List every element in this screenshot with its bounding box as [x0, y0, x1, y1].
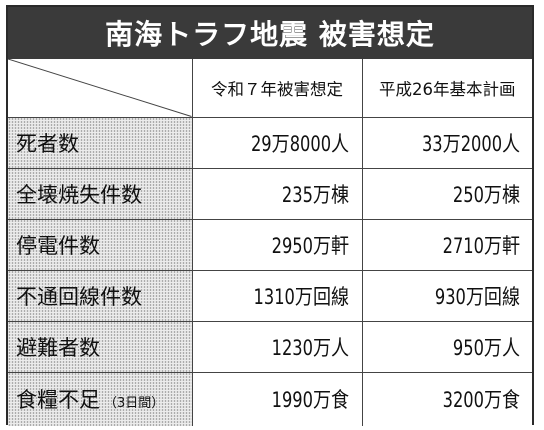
row-label-buildings-destroyed: 全壊焼失件数	[8, 167, 193, 220]
diagonal-divider	[8, 59, 191, 116]
value-new-evacuees: 1230万人	[191, 320, 363, 373]
table-header-row: 令和７年被害想定 平成26年基本計画	[8, 59, 532, 118]
column-header-new-estimate: 令和７年被害想定	[191, 59, 363, 118]
value-old-lines-down: 930万回線	[361, 269, 532, 322]
table-row: 停電件数 2950万軒 2710万軒	[8, 218, 532, 271]
table-row: 不通回線件数 1310万回線 930万回線	[8, 269, 532, 322]
value-new-buildings-destroyed: 235万棟	[191, 167, 363, 220]
row-label-lines-down: 不通回線件数	[8, 269, 193, 322]
value-new-lines-down: 1310万回線	[191, 269, 363, 322]
value-old-evacuees: 950万人	[361, 320, 532, 373]
table-row: 全壊焼失件数 235万棟 250万棟	[8, 167, 532, 220]
value-old-power-outages: 2710万軒	[361, 218, 532, 271]
value-new-power-outages: 2950万軒	[191, 218, 363, 271]
value-old-buildings-destroyed: 250万棟	[361, 167, 532, 220]
damage-comparison-table: 令和７年被害想定 平成26年基本計画 死者数 29万8000人 33万2000人…	[8, 59, 532, 426]
row-label-power-outages: 停電件数	[8, 218, 193, 271]
table-row: 避難者数 1230万人 950万人	[8, 320, 532, 373]
row-label-deaths: 死者数	[8, 116, 193, 169]
value-old-deaths: 33万2000人	[361, 116, 532, 169]
value-new-deaths: 29万8000人	[191, 116, 363, 169]
value-new-food-shortage: 1990万食	[191, 371, 363, 426]
row-label-note: （3日間）	[104, 396, 165, 412]
column-header-old-plan: 平成26年基本計画	[361, 59, 532, 118]
header-corner-cell	[8, 59, 193, 118]
row-label-food-shortage: 食糧不足 （3日間）	[8, 371, 193, 426]
table-row: 死者数 29万8000人 33万2000人	[8, 116, 532, 169]
panel-title: 南海トラフ地震 被害想定	[8, 7, 532, 59]
value-old-food-shortage: 3200万食	[361, 371, 532, 426]
row-label-evacuees: 避難者数	[8, 320, 193, 373]
table-row: 食糧不足 （3日間） 1990万食 3200万食	[8, 371, 532, 426]
damage-estimate-panel: 南海トラフ地震 被害想定 令和７年被害想定 平成26年基本計画 死者数 29万8…	[6, 5, 534, 426]
